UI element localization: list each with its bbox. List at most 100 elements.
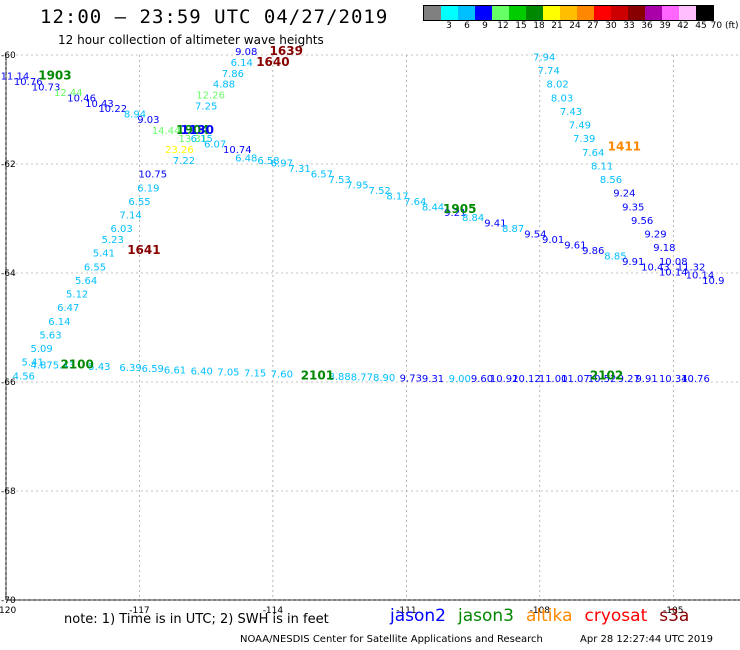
swh-value: 10.73 (32, 82, 61, 93)
swh-value: 10.14 (659, 268, 688, 279)
color-scale-label: 36 (641, 21, 653, 31)
swh-value: 23.26 (165, 145, 194, 156)
lon-tick-label: -117 (129, 606, 149, 616)
swh-value: 6.48 (235, 153, 257, 164)
swh-value: 14.44 (152, 126, 181, 137)
swh-value: 10.43 (641, 262, 670, 273)
swh-value: 6.97 (271, 159, 293, 170)
swh-value: 7.52 (369, 186, 391, 197)
satellite-legend-cryosat: cryosat (584, 606, 648, 626)
color-swatch (441, 6, 458, 20)
swh-value: 6.57 (311, 170, 333, 181)
lon-tick-label: -120 (0, 606, 16, 616)
swh-value: 8.03 (551, 93, 573, 104)
time-label: 1641 (127, 243, 160, 257)
color-scale-bar (423, 5, 714, 21)
lat-tick-label: -70 (1, 596, 16, 606)
swh-value: 9.91 (635, 374, 657, 385)
lon-tick-label: -105 (663, 606, 683, 616)
swh-value: 9.56 (631, 216, 653, 227)
swh-value: 4.56 (13, 371, 35, 382)
satellite-legend: jason2 jason3 altika cryosat s3a (390, 606, 701, 626)
swh-value: 5.43 (88, 362, 110, 373)
swh-value: 6.03 (111, 224, 133, 235)
swh-value: 6.47 (57, 303, 79, 314)
swh-value-labels: 11.1410.7610.7312.4410.4610.4310.228.949… (1, 47, 725, 385)
color-swatch (679, 6, 696, 20)
swh-value: 9.91 (622, 257, 644, 268)
lat-tick-label: -66 (1, 378, 16, 388)
swh-value: 8.44 (422, 202, 444, 213)
swh-value: 10.22 (98, 104, 127, 115)
swh-value: 10.75 (138, 170, 167, 181)
swh-value: 8.87 (502, 224, 524, 235)
swh-value: 7.94 (533, 52, 555, 63)
swh-value: 8.94 (124, 110, 146, 121)
swh-value: 9.41 (484, 219, 506, 230)
swh-value: 7.49 (569, 121, 591, 132)
swh-value: 6.39 (119, 363, 141, 374)
swh-value: 8.90 (373, 373, 395, 384)
swh-value: 9.31 (422, 374, 444, 385)
swh-value: 8.17 (386, 191, 408, 202)
swh-value: 11.32 (677, 262, 706, 273)
time-label: 2102 (590, 368, 623, 382)
map-grid (5, 54, 740, 601)
lat-tick-label: -68 (1, 487, 16, 497)
lat-tick-label: -64 (1, 269, 16, 279)
swh-value: 7.05 (217, 367, 239, 378)
swh-value: 5.41 (22, 358, 44, 369)
swh-value: 10.74 (223, 145, 252, 156)
swh-value: 5.43 (53, 360, 75, 371)
swh-value: 4.87 (30, 360, 52, 371)
satellite-legend-jason3: jason3 (458, 606, 514, 626)
swh-value: 5.12 (66, 290, 88, 301)
time-label: 1904 (176, 123, 209, 137)
color-scale-label: 27 (587, 21, 599, 31)
color-swatch (560, 6, 577, 20)
swh-value: 9.61 (564, 240, 586, 251)
swh-value: 10.76 (681, 374, 710, 385)
swh-value: 9.03 (137, 115, 159, 126)
swh-value: 10.08 (659, 257, 688, 268)
swh-value: 7.22 (173, 156, 195, 167)
color-scale-label: 9 (482, 21, 488, 31)
swh-value: 6.14 (48, 317, 70, 328)
color-swatch (526, 6, 543, 20)
swh-value: 9.60 (471, 374, 493, 385)
swh-value: 7.39 (573, 134, 595, 145)
swh-value: 6.58 (257, 156, 279, 167)
swh-value: 8.11 (591, 161, 613, 172)
swh-value: 6.55 (84, 262, 106, 273)
swh-value: 10.52 (588, 374, 617, 385)
swh-value: 12.44 (54, 88, 83, 99)
time-label: 2100 (60, 357, 93, 371)
swh-value: 5.63 (39, 330, 61, 341)
color-swatch (662, 6, 679, 20)
swh-value: 7.31 (288, 164, 310, 175)
swh-value: 10.14 (686, 270, 715, 281)
swh-value: 6.07 (204, 140, 226, 151)
color-swatch (424, 6, 441, 20)
lat-tick-label: -60 (1, 51, 16, 61)
swh-value: 13.31 (179, 134, 208, 145)
swh-value: 7.86 (222, 69, 244, 80)
color-scale-label: 70 (ft) (710, 21, 739, 31)
color-scale-label: 18 (533, 21, 545, 31)
color-swatch (577, 6, 594, 20)
swh-value: 8.84 (462, 213, 484, 224)
swh-value: 9.21 (444, 208, 466, 219)
swh-value: 11.00 (539, 374, 568, 385)
swh-value: 10.9 (702, 276, 724, 287)
color-swatch (645, 6, 662, 20)
swh-value: 7.60 (271, 370, 293, 381)
swh-value: 9.73 (400, 373, 422, 384)
color-scale-label: 15 (515, 21, 527, 31)
swh-value: 11.07 (561, 374, 590, 385)
map-subtitle: 12 hour collection of altimeter wave hei… (58, 33, 324, 47)
axis-tick-labels: -120 -117 -114 -111 -108 -105 -60 -62 -64 -66 -68 -… (0, 51, 683, 616)
swh-value: 10.92 (490, 374, 519, 385)
satellite-legend-jason2: jason2 (390, 606, 446, 626)
